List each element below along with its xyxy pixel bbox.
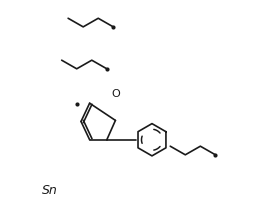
- Text: Sn: Sn: [42, 184, 58, 197]
- Text: O: O: [111, 89, 120, 98]
